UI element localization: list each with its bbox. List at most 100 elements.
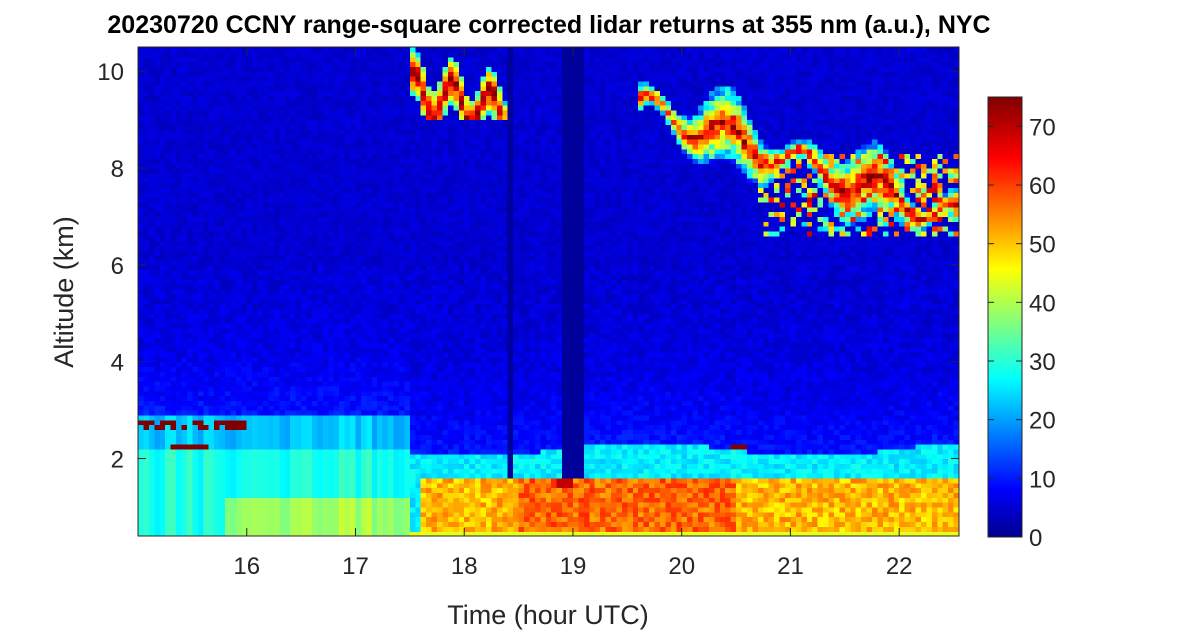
heatmap-cell: [355, 168, 361, 173]
heatmap-cell: [236, 202, 242, 207]
heatmap-cell: [312, 473, 318, 478]
heatmap-cell: [165, 521, 171, 526]
heatmap-cell: [383, 405, 389, 410]
heatmap-cell: [241, 192, 247, 197]
heatmap-cell: [209, 91, 215, 96]
heatmap-cell: [296, 192, 302, 197]
heatmap-cell: [328, 357, 334, 362]
heatmap-cell: [328, 521, 334, 526]
heatmap-cell: [328, 158, 334, 163]
heatmap-cell: [285, 86, 291, 91]
heatmap-cell: [339, 95, 345, 100]
heatmap-cell: [225, 163, 231, 168]
heatmap-cell: [355, 158, 361, 163]
heatmap-cell: [154, 313, 160, 318]
heatmap-cell: [263, 134, 269, 139]
heatmap-cell: [236, 95, 242, 100]
heatmap-cell: [274, 144, 280, 149]
heatmap-cell: [160, 517, 166, 522]
heatmap-cell: [399, 207, 405, 212]
heatmap-cell: [236, 333, 242, 338]
heatmap-cell: [160, 100, 166, 105]
heatmap-cell: [345, 139, 351, 144]
heatmap-cell: [290, 183, 296, 188]
heatmap-cell: [192, 313, 198, 318]
heatmap-cell: [307, 154, 313, 159]
heatmap-cell: [307, 221, 313, 226]
heatmap-cell: [274, 454, 280, 459]
heatmap-cell: [290, 318, 296, 323]
heatmap-cell: [220, 76, 226, 81]
heatmap-cell: [296, 405, 302, 410]
heatmap-cell: [307, 439, 313, 444]
heatmap-cell: [171, 129, 177, 134]
heatmap-cell: [339, 192, 345, 197]
heatmap-cell: [176, 129, 182, 134]
heatmap-cell: [274, 66, 280, 71]
heatmap-cell: [307, 47, 313, 52]
heatmap-cell: [404, 400, 410, 405]
heatmap-cell: [339, 124, 345, 129]
heatmap-cell: [345, 120, 351, 125]
heatmap-cell: [247, 478, 253, 483]
heatmap-cell: [323, 463, 329, 468]
heatmap-cell: [241, 115, 247, 120]
heatmap-cell: [366, 202, 372, 207]
heatmap-cell: [209, 270, 215, 275]
heatmap-cell: [203, 478, 209, 483]
heatmap-cell: [350, 492, 356, 497]
heatmap-cell: [203, 473, 209, 478]
heatmap-cell: [328, 212, 334, 217]
heatmap-cell: [279, 216, 285, 221]
heatmap-cell: [241, 420, 247, 425]
heatmap-cell: [247, 526, 253, 531]
heatmap-cell: [187, 396, 193, 401]
heatmap-cell: [355, 478, 361, 483]
heatmap-cell: [149, 415, 155, 420]
heatmap-cell: [192, 255, 198, 260]
heatmap-cell: [339, 521, 345, 526]
heatmap-cell: [312, 91, 318, 96]
heatmap-cell: [143, 76, 149, 81]
heatmap-cell: [290, 313, 296, 318]
heatmap-cell: [268, 434, 274, 439]
heatmap-cell: [236, 526, 242, 531]
heatmap-cell: [372, 100, 378, 105]
heatmap-cell: [290, 463, 296, 468]
heatmap-cell: [165, 391, 171, 396]
heatmap-cell: [301, 512, 307, 517]
heatmap-cell: [236, 478, 242, 483]
heatmap-cell: [143, 410, 149, 415]
heatmap-cell: [323, 521, 329, 526]
heatmap-cell: [323, 47, 329, 52]
heatmap-cell: [301, 226, 307, 231]
heatmap-cell: [350, 226, 356, 231]
heatmap-cell: [345, 221, 351, 226]
heatmap-cell: [334, 52, 340, 57]
heatmap-cell: [171, 313, 177, 318]
heatmap-cell: [182, 158, 188, 163]
heatmap-cell: [377, 444, 383, 449]
heatmap-cell: [377, 187, 383, 192]
heatmap-cell: [241, 129, 247, 134]
heatmap-cell: [154, 449, 160, 454]
heatmap-cell: [399, 129, 405, 134]
heatmap-cell: [350, 459, 356, 464]
heatmap-cell: [290, 275, 296, 280]
heatmap-cell: [182, 178, 188, 183]
heatmap-cell: [285, 81, 291, 86]
heatmap-cell: [328, 284, 334, 289]
heatmap-cell: [138, 478, 144, 483]
heatmap-cell: [323, 304, 329, 309]
heatmap-cell: [203, 449, 209, 454]
heatmap-cell: [279, 478, 285, 483]
heatmap-cell: [165, 323, 171, 328]
heatmap-cell: [383, 62, 389, 67]
heatmap-cell: [198, 289, 204, 294]
heatmap-cell: [394, 216, 400, 221]
heatmap-cell: [171, 226, 177, 231]
heatmap-cell: [323, 76, 329, 81]
heatmap-cell: [334, 265, 340, 270]
heatmap-cell: [236, 260, 242, 265]
heatmap-cell: [334, 105, 340, 110]
